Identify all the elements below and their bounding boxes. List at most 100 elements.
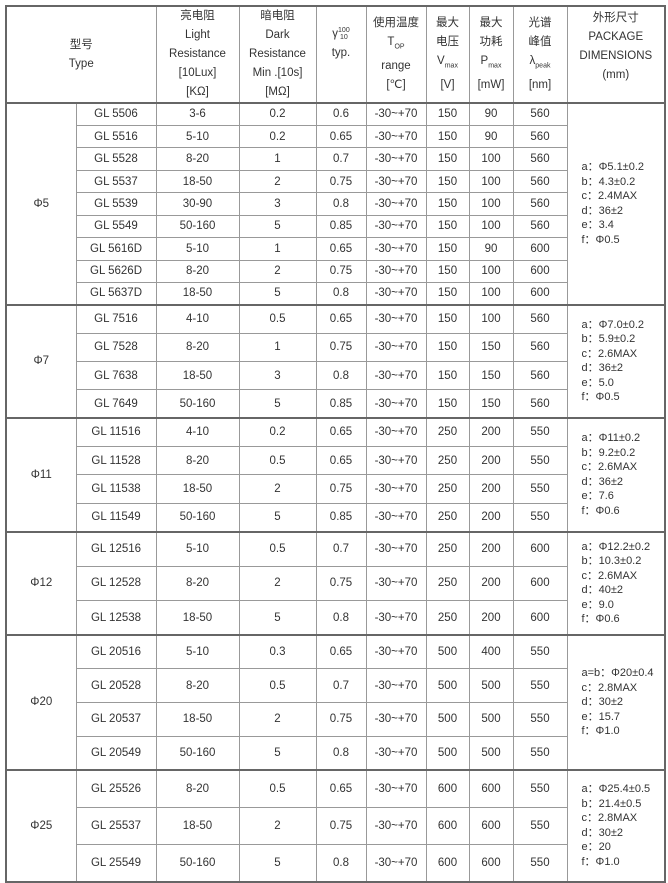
vmax-cell: 250 <box>425 565 470 602</box>
dimension-line: e：20 <box>581 841 611 854</box>
model-cell: GL 12516 <box>75 530 157 567</box>
vmax-cell: 250 <box>425 474 470 504</box>
gamma-cell: 0.7 <box>315 530 367 567</box>
dark-resistance-cell: 2 <box>238 806 317 846</box>
temp-range-cell: -30~+70 <box>365 502 427 533</box>
model-cell: GL 11516 <box>75 416 157 447</box>
dimension-line: e：7.6 <box>581 490 614 503</box>
dimension-line: b：10.3±0.2 <box>581 555 642 568</box>
gamma-cell: 0.7 <box>315 668 367 703</box>
pmax-cell: 150 <box>468 332 514 362</box>
pmax-cell: 150 <box>468 389 514 419</box>
gamma-cell: 0.7 <box>315 147 367 171</box>
dark-resistance-cell: 5 <box>238 844 317 883</box>
light-resistance-cell: 50-160 <box>155 735 240 771</box>
dark-resistance-cell: 0.2 <box>238 101 317 126</box>
dark-resistance-cell: 3 <box>238 360 317 391</box>
gamma-cell: 0.65 <box>315 768 367 808</box>
header-vmax: 最大 电压 Vmax [V] <box>425 5 470 104</box>
table-row: GL 5626D 8-20 2 0.75 -30~+70 150 100 600 <box>6 259 665 284</box>
dark-resistance-cell: 0.5 <box>238 768 317 808</box>
pmax-cell: 100 <box>468 259 514 284</box>
pmax-cell: 200 <box>468 530 514 567</box>
dark-resistance-cell: 5 <box>238 600 317 636</box>
peak-wavelength-cell: 550 <box>512 445 568 476</box>
package-dimensions-cell: a：Φ5.1±0.2 b：4.3±0.2 c：2.4MAX d：36±2 e：3.4 f：… <box>566 102 666 306</box>
pmax-cell: 200 <box>468 565 514 602</box>
vmax-cell: 150 <box>425 281 470 306</box>
light-resistance-cell: 8-20 <box>155 259 240 284</box>
model-cell: GL 11549 <box>75 502 157 533</box>
vmax-cell: 150 <box>425 101 470 126</box>
header-dimensions: 外形尺寸 PACKAGE DIMENSIONS (mm) <box>566 5 666 104</box>
gamma-cell: 0.8 <box>315 844 367 883</box>
dimension-line: d：36±2 <box>581 475 624 488</box>
table-row: Φ20 GL 20516 5-10 0.3 0.65 -30~+70 500 400 550 a=… <box>5 633 666 771</box>
dimension-line: e：9.0 <box>581 598 614 611</box>
peak-wavelength-cell: 560 <box>512 101 568 126</box>
peak-wavelength-cell: 550 <box>512 844 568 883</box>
vmax-cell: 500 <box>425 735 470 771</box>
temp-range-cell: -30~+70 <box>365 844 427 883</box>
model-cell: GL 11538 <box>75 474 157 504</box>
model-cell: GL 25549 <box>75 844 157 883</box>
vmax-cell: 150 <box>425 332 470 362</box>
dark-resistance-cell: 0.5 <box>238 530 317 567</box>
dimension-line: a：Φ5.1±0.2 <box>581 161 645 174</box>
package-dimensions-cell: a：Φ7.0±0.2 b：5.9±0.2 c：2.6MAX d：36±2 e：5.0 f：… <box>566 303 666 419</box>
spec-table: 型号 Type 亮电阻 Light Resistance [10Lux] [KΩ] 暗电阻… <box>5 5 666 883</box>
model-cell: GL 20549 <box>75 735 157 771</box>
vmax-cell: 150 <box>425 360 470 391</box>
table-row: Φ11 GL 11516 4-10 0.2 0.65 -30~+70 250 200 550 a：… <box>5 416 666 533</box>
dimension-line: a：Φ7.0±0.2 <box>581 318 645 331</box>
light-resistance-cell: 5-10 <box>155 237 240 261</box>
vmax-cell: 250 <box>425 502 470 533</box>
dimension-line: f：Φ0.5 <box>581 391 620 404</box>
model-cell: GL 20537 <box>75 701 157 737</box>
pmax-cell: 200 <box>468 416 514 447</box>
gamma-cell: 0.65 <box>315 416 367 447</box>
gamma-cell: 0.65 <box>315 124 367 149</box>
model-cell: GL 5528 <box>75 147 157 171</box>
vmax-cell: 150 <box>425 147 470 171</box>
model-cell: GL 5549 <box>75 214 157 239</box>
model-cell: GL 5626D <box>75 259 157 284</box>
dimension-line: d：36±2 <box>581 362 624 375</box>
temp-range-cell: -30~+70 <box>365 281 427 306</box>
temp-range-cell: -30~+70 <box>365 101 427 126</box>
pmax-cell: 90 <box>468 101 514 126</box>
dark-resistance-cell: 5 <box>238 502 317 533</box>
peak-wavelength-cell: 560 <box>512 124 568 149</box>
gamma-cell: 0.8 <box>315 281 367 306</box>
pmax-cell: 600 <box>468 844 514 883</box>
table-row: GL 5637D 18-50 5 0.8 -30~+70 150 100 600 <box>6 281 665 306</box>
table-row: Φ7 GL 7516 4-10 0.5 0.65 -30~+70 150 100 560 a：Φ7… <box>5 303 666 419</box>
header-gamma: γ100 10 typ. <box>315 5 367 104</box>
temp-range-cell: -30~+70 <box>365 303 427 334</box>
dimension-line: f：Φ0.5 <box>581 233 620 246</box>
model-cell: GL 7516 <box>75 303 157 334</box>
peak-wavelength-cell: 550 <box>512 416 568 447</box>
dimension-line: e：3.4 <box>581 219 614 232</box>
light-resistance-cell: 18-50 <box>155 281 240 306</box>
model-cell: GL 5516 <box>75 124 157 149</box>
temp-range-cell: -30~+70 <box>365 332 427 362</box>
pmax-cell: 100 <box>468 214 514 239</box>
vmax-cell: 250 <box>425 445 470 476</box>
dark-resistance-cell: 2 <box>238 565 317 602</box>
model-cell: GL 12528 <box>75 565 157 602</box>
gamma-cell: 0.6 <box>315 101 367 126</box>
peak-wavelength-cell: 560 <box>512 169 568 194</box>
temp-range-cell: -30~+70 <box>365 768 427 808</box>
dark-resistance-cell: 0.5 <box>238 303 317 334</box>
temp-range-cell: -30~+70 <box>365 389 427 419</box>
dark-resistance-cell: 2 <box>238 701 317 737</box>
temp-range-cell: -30~+70 <box>365 360 427 391</box>
dark-resistance-cell: 0.3 <box>238 633 317 670</box>
dimension-line: a=b：Φ20±0.4 <box>581 667 654 680</box>
table-row: Φ12 GL 12516 5-10 0.5 0.7 -30~+70 250 200 600 a：Φ… <box>5 530 666 636</box>
package-dimensions-cell: a：Φ12.2±0.2 b：10.3±0.2 c：2.6MAX d：40±2 e：9.0… <box>566 530 666 636</box>
peak-wavelength-cell: 550 <box>512 502 568 533</box>
temp-range-cell: -30~+70 <box>365 237 427 261</box>
light-resistance-cell: 8-20 <box>155 445 240 476</box>
